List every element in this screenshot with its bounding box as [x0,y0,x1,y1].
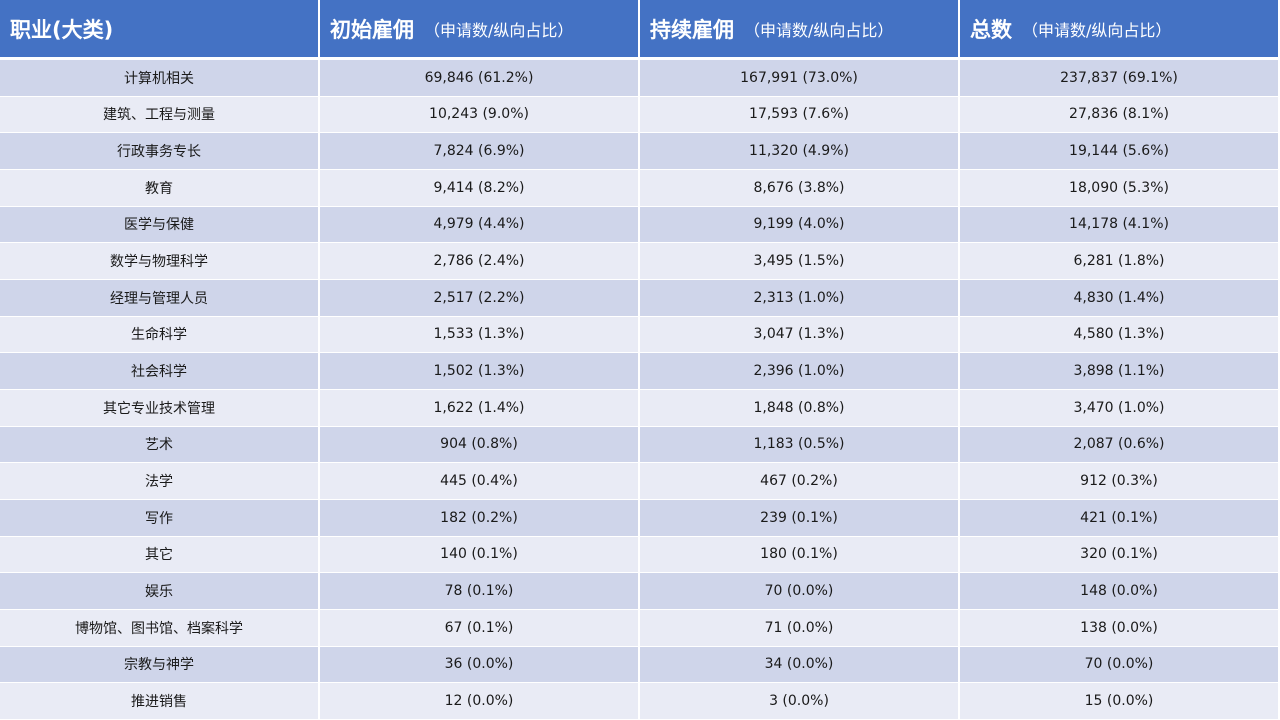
initial-cell: 4,979 (4.4%) [320,206,640,244]
header-total-title: 总数 [970,17,1012,42]
occupation-cell: 建筑、工程与测量 [0,96,320,134]
header-total: 总数 （申请数/纵向占比） [960,0,1280,60]
total-cell: 3,470 (1.0%) [960,390,1280,427]
total-cell: 19,144 (5.6%) [960,133,1280,170]
continuing-cell: 17,593 (7.6%) [640,96,960,134]
continuing-cell: 70 (0.0%) [640,573,960,610]
header-initial-title: 初始雇佣 [330,17,414,42]
continuing-cell: 11,320 (4.9%) [640,133,960,170]
total-cell: 4,580 (1.3%) [960,316,1280,354]
initial-cell: 1,622 (1.4%) [320,390,640,427]
initial-cell: 2,517 (2.2%) [320,280,640,317]
initial-cell: 1,533 (1.3%) [320,316,640,354]
initial-cell: 2,786 (2.4%) [320,243,640,280]
continuing-cell: 34 (0.0%) [640,646,960,684]
occupation-cell: 博物馆、图书馆、档案科学 [0,610,320,647]
total-cell: 138 (0.0%) [960,610,1280,647]
total-cell: 18,090 (5.3%) [960,170,1280,207]
occupation-cell: 其它 [0,536,320,574]
initial-cell: 140 (0.1%) [320,536,640,574]
initial-cell: 9,414 (8.2%) [320,170,640,207]
occupation-cell: 宗教与神学 [0,646,320,684]
occupation-cell: 计算机相关 [0,60,320,97]
occupation-cell: 法学 [0,463,320,500]
total-cell: 2,087 (0.6%) [960,426,1280,464]
initial-cell: 10,243 (9.0%) [320,96,640,134]
continuing-cell: 239 (0.1%) [640,500,960,537]
continuing-cell: 3,047 (1.3%) [640,316,960,354]
continuing-cell: 167,991 (73.0%) [640,60,960,97]
total-cell: 70 (0.0%) [960,646,1280,684]
header-initial-employment: 初始雇佣 （申请数/纵向占比） [320,0,640,60]
header-total-subtitle: （申请数/纵向占比） [1022,20,1172,40]
header-occupation: 职业(大类) [0,0,320,60]
occupation-cell: 教育 [0,170,320,207]
initial-cell: 1,502 (1.3%) [320,353,640,390]
header-continuing-employment: 持续雇佣 （申请数/纵向占比） [640,0,960,60]
continuing-cell: 2,313 (1.0%) [640,280,960,317]
occupation-cell: 数学与物理科学 [0,243,320,280]
total-cell: 14,178 (4.1%) [960,206,1280,244]
continuing-cell: 180 (0.1%) [640,536,960,574]
total-cell: 3,898 (1.1%) [960,353,1280,390]
continuing-cell: 467 (0.2%) [640,463,960,500]
total-cell: 6,281 (1.8%) [960,243,1280,280]
occupation-cell: 医学与保健 [0,206,320,244]
total-cell: 4,830 (1.4%) [960,280,1280,317]
initial-cell: 182 (0.2%) [320,500,640,537]
initial-cell: 78 (0.1%) [320,573,640,610]
occupation-cell: 社会科学 [0,353,320,390]
occupation-cell: 生命科学 [0,316,320,354]
continuing-cell: 1,848 (0.8%) [640,390,960,427]
occupation-cell: 写作 [0,500,320,537]
occupation-cell: 其它专业技术管理 [0,390,320,427]
continuing-cell: 3,495 (1.5%) [640,243,960,280]
header-continuing-title: 持续雇佣 [650,17,734,42]
total-cell: 320 (0.1%) [960,536,1280,574]
initial-cell: 7,824 (6.9%) [320,133,640,170]
continuing-cell: 8,676 (3.8%) [640,170,960,207]
occupation-cell: 娱乐 [0,573,320,610]
continuing-cell: 1,183 (0.5%) [640,426,960,464]
total-cell: 148 (0.0%) [960,573,1280,610]
initial-cell: 12 (0.0%) [320,683,640,720]
occupation-cell: 经理与管理人员 [0,280,320,317]
total-cell: 912 (0.3%) [960,463,1280,500]
total-cell: 27,836 (8.1%) [960,96,1280,134]
total-cell: 421 (0.1%) [960,500,1280,537]
total-cell: 237,837 (69.1%) [960,60,1280,97]
header-occupation-title: 职业(大类) [10,17,114,42]
initial-cell: 69,846 (61.2%) [320,60,640,97]
total-cell: 15 (0.0%) [960,683,1280,720]
header-initial-subtitle: （申请数/纵向占比） [424,20,574,40]
header-continuing-subtitle: （申请数/纵向占比） [744,20,894,40]
initial-cell: 67 (0.1%) [320,610,640,647]
initial-cell: 445 (0.4%) [320,463,640,500]
occupation-cell: 推进销售 [0,683,320,720]
occupation-cell: 艺术 [0,426,320,464]
continuing-cell: 3 (0.0%) [640,683,960,720]
initial-cell: 36 (0.0%) [320,646,640,684]
continuing-cell: 9,199 (4.0%) [640,206,960,244]
continuing-cell: 2,396 (1.0%) [640,353,960,390]
continuing-cell: 71 (0.0%) [640,610,960,647]
initial-cell: 904 (0.8%) [320,426,640,464]
occupation-cell: 行政事务专长 [0,133,320,170]
